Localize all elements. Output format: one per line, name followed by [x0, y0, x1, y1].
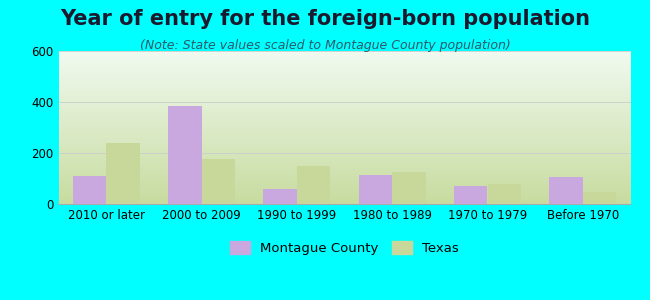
Bar — [202, 159, 235, 204]
Legend: Montague County, Texas: Montague County, Texas — [224, 234, 465, 262]
Bar — [488, 184, 521, 204]
Bar — [297, 166, 330, 204]
Bar — [359, 175, 392, 204]
Bar — [583, 192, 616, 204]
Bar — [263, 189, 297, 204]
Bar — [392, 172, 426, 204]
Bar — [73, 176, 106, 204]
Bar — [454, 186, 488, 204]
Text: (Note: State values scaled to Montague County population): (Note: State values scaled to Montague C… — [140, 39, 510, 52]
Bar — [168, 106, 202, 204]
Text: Year of entry for the foreign-born population: Year of entry for the foreign-born popul… — [60, 9, 590, 29]
Bar — [106, 143, 140, 204]
Bar — [549, 177, 583, 204]
